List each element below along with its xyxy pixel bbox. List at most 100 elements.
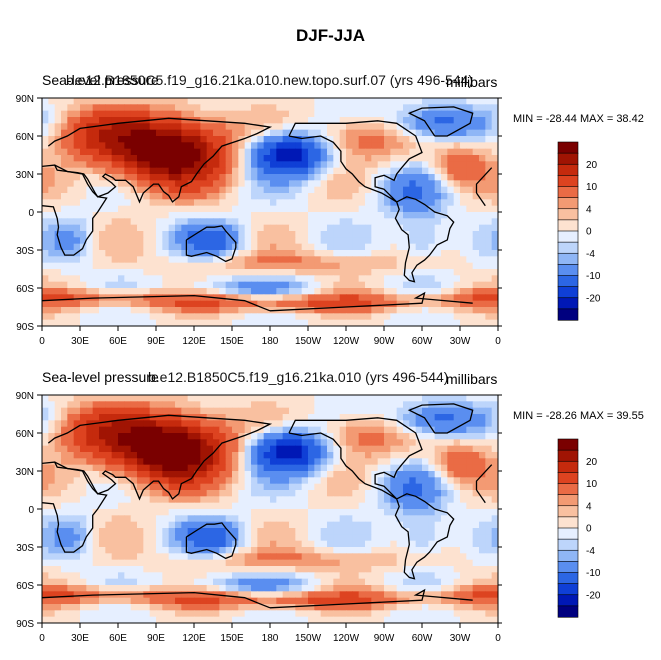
slp-cell	[105, 585, 113, 592]
slp-cell	[333, 452, 341, 459]
slp-cell	[130, 521, 138, 529]
slp-cell	[390, 104, 398, 112]
slp-cell	[219, 110, 227, 118]
slp-cell	[73, 136, 81, 143]
slp-cell	[377, 509, 385, 516]
slp-cell	[384, 439, 391, 447]
slp-cell	[92, 231, 100, 238]
slp-cell	[295, 483, 303, 491]
slp-cell	[339, 212, 347, 219]
slp-cell	[156, 559, 163, 567]
slp-cell	[358, 515, 366, 523]
slp-cell	[80, 224, 87, 232]
slp-cell	[320, 407, 328, 415]
slp-cell	[175, 319, 182, 326]
slp-cell	[244, 110, 252, 118]
slp-cell	[365, 540, 372, 548]
slp-cell	[447, 559, 455, 567]
slp-cell	[479, 136, 486, 143]
slp-cell	[244, 483, 252, 491]
slp-cell	[403, 129, 410, 137]
slp-cell	[105, 117, 113, 124]
slp-cell	[175, 180, 182, 188]
slp-cell	[333, 407, 341, 415]
slp-cell	[263, 199, 271, 207]
slp-cell	[339, 566, 347, 573]
slp-cell	[460, 288, 467, 295]
slp-cell	[314, 319, 322, 326]
slp-cell	[137, 471, 144, 478]
slp-cell	[276, 313, 284, 321]
slp-cell	[333, 136, 341, 143]
slp-cell	[111, 426, 119, 434]
slp-cell	[42, 464, 49, 472]
slp-cell	[80, 414, 87, 421]
slp-cell	[491, 566, 498, 573]
slp-cell	[377, 136, 385, 143]
slp-cell	[137, 313, 144, 321]
slp-cell	[327, 509, 334, 516]
slp-cell	[111, 117, 119, 124]
slp-cell	[99, 123, 106, 131]
slp-cell	[428, 477, 436, 485]
slp-cell	[289, 426, 296, 434]
slp-cell	[276, 477, 284, 485]
slp-cell	[42, 110, 49, 118]
slp-cell	[175, 407, 182, 415]
slp-cell	[289, 269, 296, 276]
slp-cell	[263, 148, 271, 156]
slp-cell	[289, 547, 296, 554]
slp-cell	[232, 407, 239, 415]
slp-cell	[130, 540, 138, 548]
slp-cell	[238, 540, 246, 548]
colorbar-swatch	[557, 241, 579, 254]
slp-cell	[333, 420, 341, 428]
slp-cell	[276, 559, 284, 567]
slp-cell	[339, 502, 347, 510]
slp-cell	[213, 186, 220, 194]
slp-cell	[320, 553, 328, 561]
slp-cell	[390, 117, 398, 124]
slp-cell	[327, 269, 334, 276]
slp-cell	[162, 566, 170, 573]
slp-cell	[42, 445, 49, 453]
slp-cell	[289, 515, 296, 523]
slp-cell	[314, 294, 322, 302]
slp-cell	[276, 420, 284, 428]
slp-cell	[92, 445, 100, 453]
slp-cell	[422, 218, 429, 226]
slp-cell	[200, 136, 208, 143]
slp-cell	[276, 262, 284, 270]
slp-cell	[371, 231, 379, 238]
slp-cell	[124, 313, 132, 321]
slp-cell	[485, 585, 493, 592]
slp-cell	[105, 452, 113, 459]
slp-cell	[460, 502, 467, 510]
slp-cell	[238, 243, 246, 251]
slp-cell	[137, 515, 144, 523]
slp-cell	[396, 559, 404, 567]
slp-cell	[460, 180, 467, 188]
slp-cell	[377, 294, 385, 302]
slp-cell	[403, 547, 410, 554]
slp-cell	[289, 452, 296, 459]
slp-cell	[86, 471, 94, 478]
slp-cell	[200, 243, 208, 251]
slp-cell	[143, 591, 151, 599]
slp-cell	[244, 490, 252, 497]
slp-cell	[491, 528, 498, 535]
slp-cell	[156, 458, 163, 466]
slp-cell	[276, 161, 284, 169]
slp-cell	[257, 161, 265, 169]
slp-cell	[257, 464, 265, 472]
slp-cell	[466, 186, 474, 194]
slp-cell	[377, 155, 385, 162]
slp-cell	[181, 212, 189, 219]
slp-cell	[225, 313, 233, 321]
slp-cell	[149, 294, 157, 302]
slp-cell	[434, 288, 442, 295]
slp-cell	[149, 540, 157, 548]
slp-cell	[219, 129, 227, 137]
slp-cell	[479, 117, 486, 124]
slp-cell	[320, 193, 328, 200]
